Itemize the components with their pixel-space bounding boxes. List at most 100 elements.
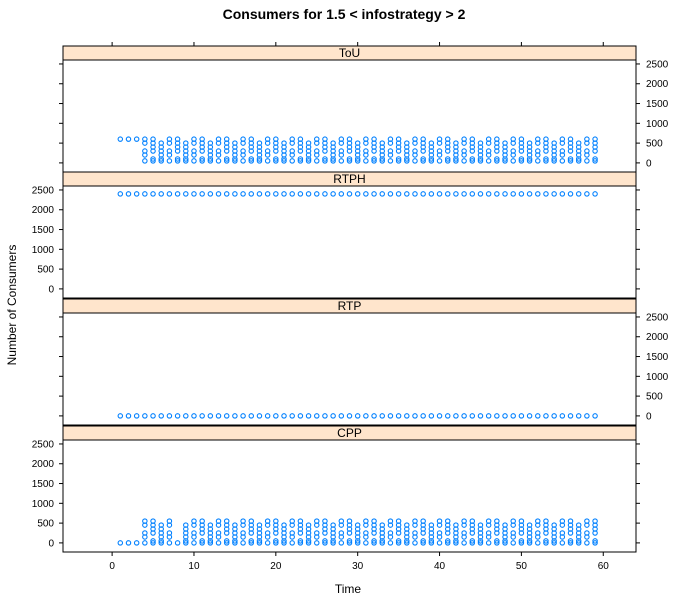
data-point [592,538,598,544]
data-point [305,158,312,164]
data-point [559,152,566,158]
data-point [363,158,369,164]
data-point [371,538,377,544]
data-point [412,540,418,546]
data-point [158,413,164,419]
data-point [207,413,214,419]
y-axis-label: Number of Consumers [5,245,19,366]
data-point [420,156,426,162]
data-point [354,413,361,419]
data-point [363,191,369,197]
data-point [404,191,410,197]
data-point [477,540,484,546]
data-point [330,413,336,419]
data-point [412,522,418,528]
data-point [322,148,328,154]
data-point [174,191,181,197]
data-point [477,413,484,419]
data-point [444,538,451,544]
data-point [150,540,156,546]
data-point [592,191,598,197]
data-point [535,158,541,164]
data-point [248,540,255,546]
data-point [535,413,541,419]
data-point [567,156,574,162]
data-point [461,158,467,164]
data-point [559,534,566,540]
data-point [494,530,500,536]
data-point [150,148,156,154]
data-point [453,156,459,162]
data-point [469,158,476,164]
data-point [485,534,492,540]
data-point [551,413,557,419]
data-point [248,413,255,419]
data-point [240,534,246,540]
data-point [469,191,476,197]
data-point [183,158,189,164]
data-point [223,530,230,536]
data-point [559,540,566,546]
data-point [174,148,181,154]
data-point [551,540,557,546]
data-point [412,140,418,146]
data-point [395,413,402,419]
y-tick-label: 2000 [32,459,55,470]
data-point [264,152,271,158]
data-point [428,538,435,544]
data-point [469,540,476,546]
y-tick-label: 2500 [32,185,55,196]
data-point [273,148,279,154]
data-point [346,156,353,162]
data-point [166,540,173,546]
data-point [289,191,295,197]
data-point [322,540,328,546]
data-point [510,158,516,164]
data-point [346,191,353,197]
data-point [469,530,476,536]
data-point [150,158,156,164]
data-point [330,191,336,197]
data-point [444,530,451,536]
data-point [346,158,353,164]
data-point [183,540,189,546]
data-point [477,538,484,544]
data-point [526,538,533,544]
data-point [240,140,246,146]
data-point [535,534,541,540]
data-point [166,522,173,528]
data-point [199,538,205,544]
y-tick-label: 500 [646,392,663,403]
data-point [535,540,541,546]
data-point [436,191,443,197]
data-point [453,158,459,164]
data-point [338,522,345,528]
data-point [502,158,508,164]
data-point [297,538,304,544]
data-point [273,156,279,162]
data-point [322,413,328,419]
data-point [469,538,476,544]
data-point [314,140,320,146]
data-point [502,413,508,419]
data-point [502,156,508,162]
data-point [526,413,533,419]
data-point [526,156,533,162]
data-point [551,191,557,197]
data-point [142,191,148,197]
data-point [575,413,582,419]
data-point [494,158,500,164]
data-point [150,413,156,419]
data-point [338,413,345,419]
data-point [314,540,320,546]
data-point [273,540,279,546]
data-point [240,152,246,158]
data-point [363,534,369,540]
data-point [256,540,263,546]
data-point [240,413,246,419]
y-tick-label: 1000 [646,372,669,383]
y-tick-label: 2500 [32,439,55,450]
data-point [223,158,230,164]
data-point [575,538,582,544]
data-point [461,534,467,540]
